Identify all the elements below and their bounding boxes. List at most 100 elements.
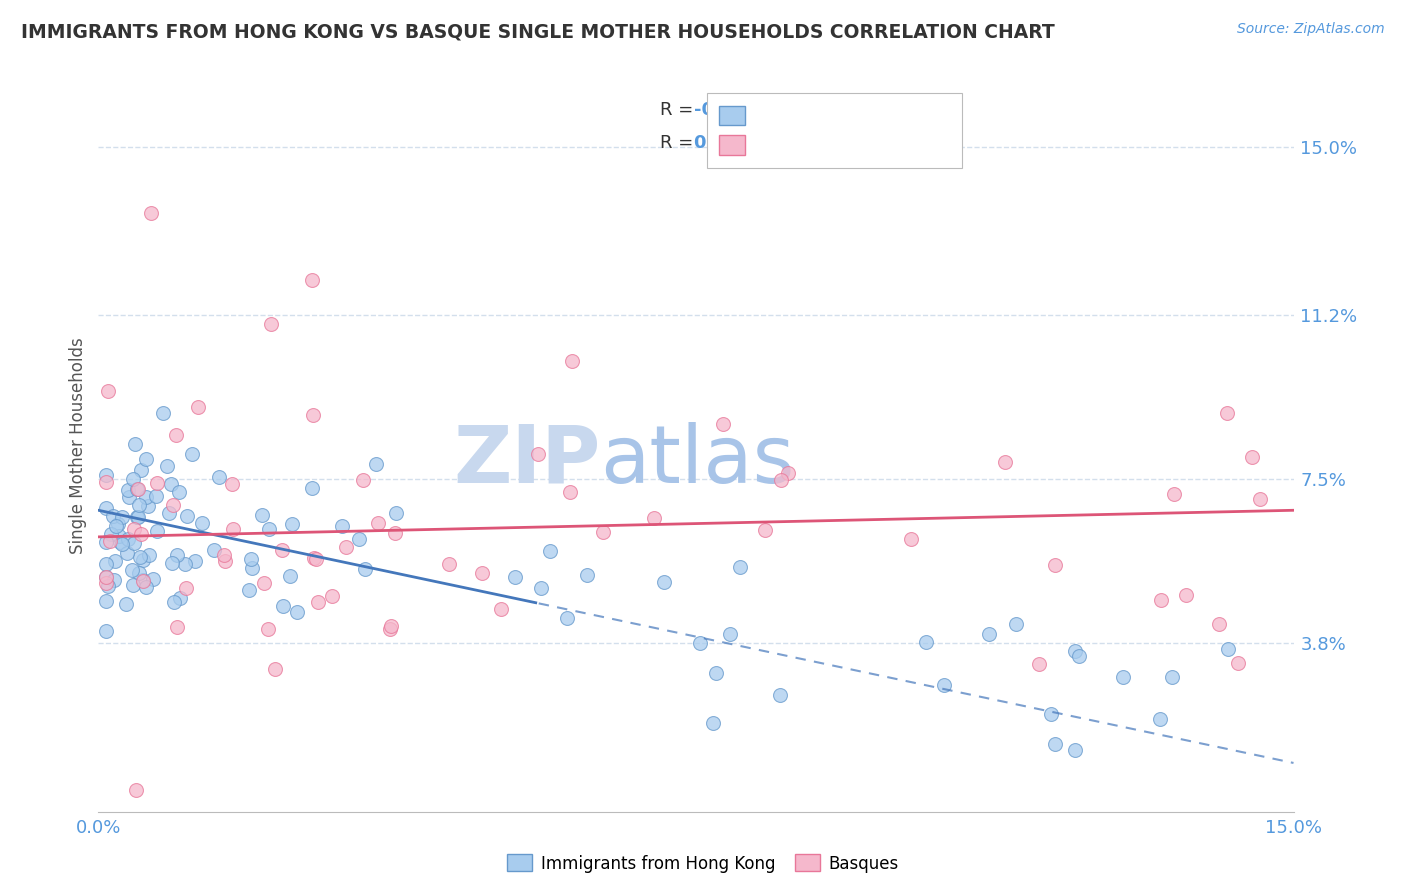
Point — [1161, 670, 1184, 684]
Point — [330, 519, 353, 533]
Text: R =: R = — [661, 134, 699, 152]
Point — [558, 485, 581, 500]
Point — [108, 535, 131, 549]
Text: R =: R = — [661, 102, 699, 120]
Point — [240, 561, 263, 575]
Point — [96, 570, 118, 584]
Point — [96, 578, 118, 592]
Point — [191, 516, 214, 530]
Point — [491, 602, 513, 616]
Point — [163, 595, 186, 609]
Point — [96, 468, 118, 483]
Point — [263, 662, 285, 676]
Point — [305, 552, 328, 566]
Point — [146, 476, 169, 491]
Point — [125, 510, 148, 524]
Point — [1028, 657, 1050, 671]
Point — [505, 570, 527, 584]
Point — [121, 563, 143, 577]
Point — [121, 472, 143, 486]
Point — [1043, 737, 1066, 751]
Point — [778, 466, 800, 480]
Point — [730, 559, 752, 574]
Point — [1040, 707, 1063, 722]
Point — [527, 447, 550, 461]
Point — [238, 582, 260, 597]
Point — [96, 594, 118, 608]
Point — [162, 498, 184, 512]
Point — [138, 548, 160, 562]
Point — [1005, 617, 1028, 632]
Point — [142, 572, 165, 586]
Point — [257, 622, 280, 636]
Point — [96, 624, 118, 638]
Point — [1249, 492, 1271, 507]
Point — [169, 591, 191, 605]
Text: ZIP: ZIP — [453, 422, 600, 500]
Point — [1163, 487, 1185, 501]
Point — [156, 459, 179, 474]
Point — [96, 535, 118, 549]
Point — [285, 605, 308, 619]
Point — [301, 273, 323, 287]
Point — [271, 542, 294, 557]
Point — [132, 574, 155, 589]
Point — [689, 636, 711, 650]
Point — [250, 508, 273, 523]
Point — [307, 595, 329, 609]
Point — [994, 455, 1017, 469]
Point — [301, 481, 323, 495]
Point — [1240, 450, 1263, 465]
Point — [111, 537, 134, 551]
Text: Source: ZipAtlas.com: Source: ZipAtlas.com — [1237, 22, 1385, 37]
Text: 101: 101 — [818, 102, 855, 120]
Point — [711, 417, 734, 432]
Point — [152, 406, 174, 420]
Point — [100, 527, 122, 541]
Point — [385, 506, 408, 520]
Point — [770, 473, 793, 487]
Point — [1043, 558, 1066, 572]
Point — [718, 627, 741, 641]
Point — [122, 522, 145, 536]
Point — [437, 557, 460, 571]
Point — [979, 627, 1001, 641]
Point — [157, 506, 180, 520]
Point — [173, 557, 195, 571]
Point — [302, 409, 325, 423]
Point — [125, 782, 148, 797]
Text: -0.307: -0.307 — [693, 102, 758, 120]
Point — [281, 516, 304, 531]
Point — [1150, 593, 1173, 607]
Point — [166, 548, 188, 562]
Point — [555, 611, 578, 625]
Point — [221, 477, 243, 491]
Point — [900, 532, 922, 546]
Point — [169, 485, 191, 500]
Point — [160, 476, 183, 491]
Point — [221, 522, 243, 536]
Point — [1067, 648, 1090, 663]
Text: N =: N = — [786, 102, 825, 120]
Point — [1208, 616, 1230, 631]
Point — [128, 498, 150, 512]
Point — [96, 576, 118, 591]
Point — [302, 550, 325, 565]
Point — [96, 500, 118, 515]
Point — [352, 474, 374, 488]
Point — [561, 354, 583, 368]
Point — [104, 519, 127, 533]
Point — [122, 577, 145, 591]
Point — [378, 622, 401, 636]
Point — [98, 534, 121, 549]
Point — [101, 509, 124, 524]
Text: atlas: atlas — [600, 422, 794, 500]
Point — [111, 509, 134, 524]
Point — [131, 463, 153, 477]
Point — [97, 384, 120, 398]
Point — [1112, 670, 1135, 684]
Point — [107, 516, 129, 531]
Point — [160, 556, 183, 570]
Point — [208, 470, 231, 484]
Point — [96, 475, 118, 490]
